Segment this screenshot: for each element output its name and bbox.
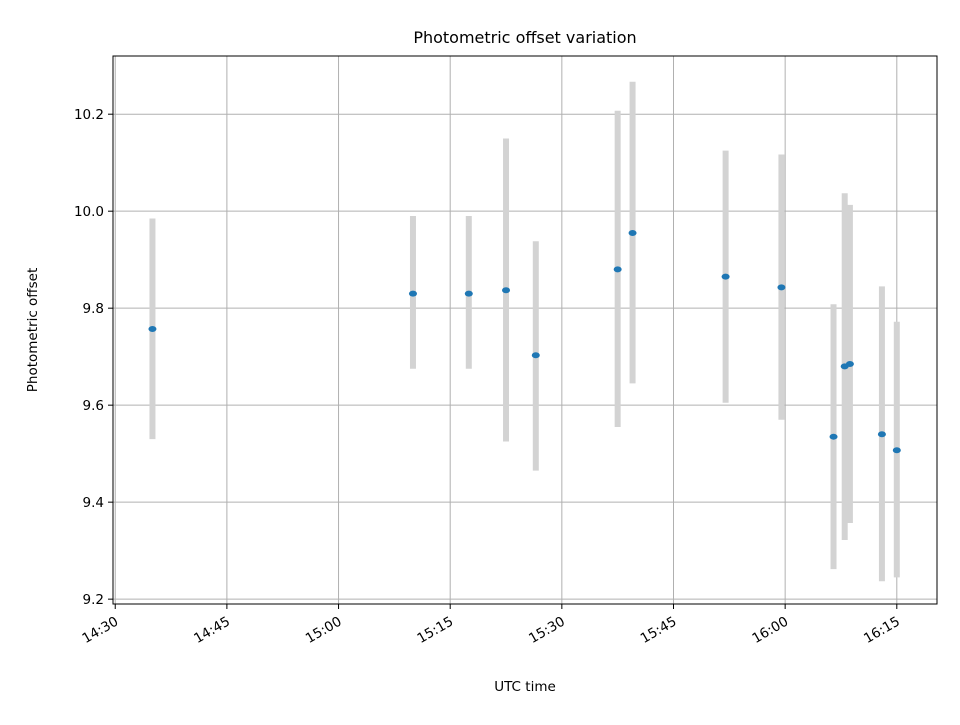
data-point bbox=[408, 290, 417, 297]
data-point bbox=[613, 266, 622, 273]
y-axis-label: Photometric offset bbox=[25, 268, 41, 392]
data-point bbox=[531, 352, 540, 359]
x-axis-label: UTC time bbox=[494, 679, 556, 695]
y-tick-label: 10.0 bbox=[74, 204, 104, 220]
y-tick-label: 9.4 bbox=[83, 495, 104, 511]
y-tick-label: 9.2 bbox=[83, 592, 104, 608]
chart-title: Photometric offset variation bbox=[413, 28, 636, 47]
data-point bbox=[777, 284, 786, 291]
data-point bbox=[502, 287, 511, 294]
data-point bbox=[877, 431, 886, 438]
data-point bbox=[721, 273, 730, 280]
y-axis: 9.2 9.4 9.6 9.8 10.0 10.2 bbox=[74, 107, 113, 608]
plot-frame bbox=[112, 55, 938, 605]
data-point bbox=[148, 326, 157, 333]
y-tick-label: 9.8 bbox=[83, 301, 104, 317]
data-points bbox=[148, 230, 901, 454]
y-tick-label: 10.2 bbox=[74, 107, 104, 123]
data-point bbox=[628, 230, 637, 237]
data-point bbox=[829, 433, 838, 440]
y-tick-label: 9.6 bbox=[83, 398, 104, 414]
data-point bbox=[464, 290, 473, 297]
grid bbox=[113, 56, 937, 604]
data-point bbox=[892, 447, 901, 454]
data-point bbox=[845, 360, 854, 367]
